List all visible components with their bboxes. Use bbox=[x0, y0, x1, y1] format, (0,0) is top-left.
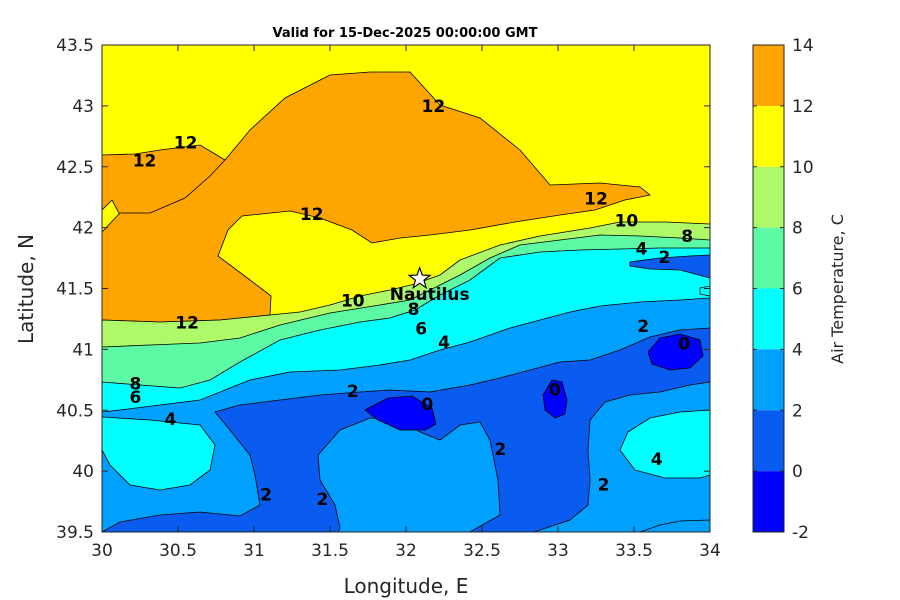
x-axis-label: Longitude, E bbox=[344, 574, 469, 598]
contour-label: 0 bbox=[549, 381, 561, 401]
chart-title: Valid for 15-Dec-2025 00:00:00 GMT bbox=[273, 26, 538, 41]
colorbar-tick-label: 0 bbox=[792, 462, 803, 482]
y-tick-label: 41.5 bbox=[56, 280, 94, 300]
contour-label: 8 bbox=[130, 374, 142, 394]
contour-label: 2 bbox=[658, 248, 670, 268]
colorbar: -2 0 2 4 6 8 10 12 14 bbox=[752, 36, 814, 543]
colorbar-swatch bbox=[753, 410, 784, 472]
x-tick-label: 31 bbox=[243, 541, 265, 561]
region-below-neg2 bbox=[647, 333, 704, 371]
colorbar-tick-label: 2 bbox=[792, 401, 803, 421]
y-tick-label: 42 bbox=[72, 219, 94, 239]
colorbar-swatch bbox=[753, 45, 784, 106]
colorbar-tick-label: -2 bbox=[792, 523, 809, 543]
x-tick-label: 33 bbox=[547, 541, 569, 561]
colorbar-swatch bbox=[753, 105, 784, 167]
x-tick-label: 33.5 bbox=[615, 541, 653, 561]
y-tick-label: 40.5 bbox=[56, 401, 94, 421]
colorbar-tick-label: 12 bbox=[792, 97, 814, 117]
y-axis-label: Latitude, N bbox=[14, 234, 38, 344]
colorbar-tick-label: 14 bbox=[792, 36, 814, 56]
y-tick-label: 43 bbox=[72, 97, 94, 117]
contour-label: 4 bbox=[164, 410, 176, 430]
colorbar-tick-label: 4 bbox=[792, 340, 803, 360]
colorbar-swatch bbox=[753, 166, 784, 228]
colorbar-swatch bbox=[753, 227, 784, 289]
region-below-neg2 bbox=[364, 395, 437, 431]
y-tick-label: 39.5 bbox=[56, 523, 94, 543]
contour-label: 2 bbox=[637, 317, 649, 337]
contour-fill bbox=[102, 45, 710, 532]
x-tick-label: 32.5 bbox=[463, 541, 501, 561]
colorbar-swatch bbox=[753, 288, 784, 350]
colorbar-label: Air Temperature, C bbox=[828, 214, 847, 364]
station-star-marker bbox=[407, 266, 432, 290]
colorbar-tick-label: 6 bbox=[792, 280, 803, 300]
region-below-neg2 bbox=[542, 379, 568, 419]
contour-label: 2 bbox=[316, 490, 328, 510]
contour-label: 2 bbox=[494, 440, 506, 460]
contour-label: 2 bbox=[598, 476, 610, 496]
y-tick-label: 40 bbox=[72, 462, 94, 482]
pocket-0-2 bbox=[629, 254, 710, 279]
y-tick-label: 41 bbox=[72, 340, 94, 360]
contour-label: 12 bbox=[422, 97, 446, 117]
contour-label: 10 bbox=[341, 292, 365, 312]
contour-label: 6 bbox=[415, 320, 427, 340]
contour-label: 12 bbox=[133, 152, 157, 172]
contour-label: 8 bbox=[408, 300, 420, 320]
x-tick-label: 30.5 bbox=[159, 541, 197, 561]
contour-label: 10 bbox=[615, 211, 639, 231]
x-tick-label: 34 bbox=[699, 541, 721, 561]
x-tick-label: 31.5 bbox=[311, 541, 349, 561]
contour-label: 12 bbox=[175, 314, 199, 334]
region-10-12 bbox=[102, 71, 651, 323]
contour-label: 8 bbox=[681, 227, 693, 247]
contour-label: 0 bbox=[421, 395, 433, 415]
station-markers: Nautilus bbox=[390, 266, 470, 305]
contour-label: 12 bbox=[300, 205, 324, 225]
colorbar-tick-label: 10 bbox=[792, 158, 814, 178]
x-axis: 30 30.5 31 31.5 32 32.5 33 33.5 34 bbox=[91, 45, 721, 561]
contour-label: 2 bbox=[260, 485, 272, 505]
pocket-0-2 bbox=[639, 519, 710, 532]
x-tick-label: 32 bbox=[395, 541, 417, 561]
contour-label: 12 bbox=[584, 189, 608, 209]
y-tick-label: 43.5 bbox=[56, 36, 94, 56]
pocket-2-4 bbox=[619, 409, 710, 479]
contour-label: 0 bbox=[678, 334, 690, 354]
contour-label: 2 bbox=[347, 382, 359, 402]
colorbar-swatch bbox=[753, 349, 784, 411]
contour-label: 4 bbox=[636, 239, 648, 259]
station-label: Nautilus bbox=[390, 285, 470, 305]
colorbar-tick-label: 8 bbox=[792, 219, 803, 239]
y-tick-label: 42.5 bbox=[56, 158, 94, 178]
pocket-2-4 bbox=[699, 285, 710, 297]
pocket-2-4 bbox=[102, 416, 216, 491]
colorbar-swatch bbox=[753, 471, 784, 532]
x-tick-label: 30 bbox=[91, 541, 113, 561]
contour-label: 4 bbox=[438, 333, 450, 353]
contour-label: 12 bbox=[174, 133, 198, 153]
contour-label: 6 bbox=[130, 388, 142, 408]
contour-label: 4 bbox=[651, 450, 663, 470]
